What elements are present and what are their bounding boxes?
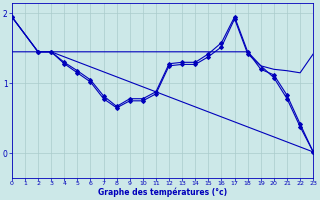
X-axis label: Graphe des températures (°c): Graphe des températures (°c) <box>98 188 227 197</box>
